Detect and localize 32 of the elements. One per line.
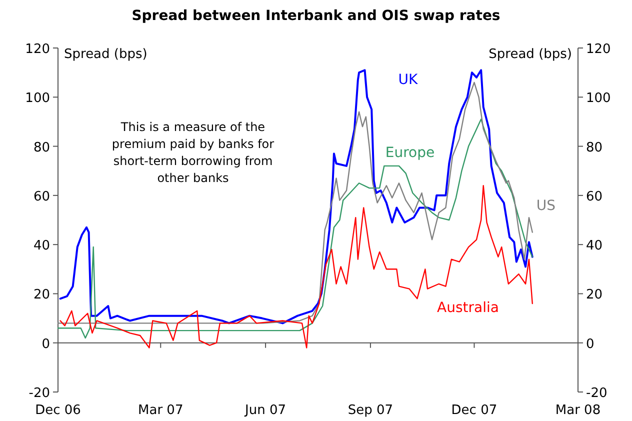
chart-title: Spread between Interbank and OIS swap rates xyxy=(132,8,500,24)
text: UK xyxy=(398,72,419,88)
x-tick-label: Dec 07 xyxy=(451,403,498,418)
line-series xyxy=(57,118,533,339)
y-axis-title: Spread (bps) xyxy=(64,47,148,62)
x-tick-label: Dec 06 xyxy=(35,403,81,418)
x-tick-label: Jun 07 xyxy=(244,403,286,418)
line-series xyxy=(60,185,533,348)
y2-tick-label: 80 xyxy=(586,140,603,156)
y2-tick-label: 20 xyxy=(586,288,603,303)
y-tick-label: 80 xyxy=(33,140,50,156)
y2-tick-label: 100 xyxy=(586,91,611,106)
x-tick-label: Sep 07 xyxy=(348,403,394,418)
series-label: Europe xyxy=(385,145,435,161)
y-tick-label: 40 xyxy=(33,238,50,254)
y2-tick-label: 120 xyxy=(586,42,611,57)
y-tick-label: 60 xyxy=(33,189,50,204)
x-tick-label: Mar 07 xyxy=(138,403,184,418)
series-label: Australia xyxy=(437,300,499,316)
y2-tick-label: 60 xyxy=(586,189,603,204)
annotation: This is a measure of the premium paid by banks for short-term borrowing from other banks xyxy=(112,120,274,185)
y2-tick-label: -20 xyxy=(586,386,608,401)
y-tick-label: 100 xyxy=(25,91,50,106)
x-tick-label: Mar 08 xyxy=(555,403,601,418)
y2-tick-label: 40 xyxy=(586,238,603,254)
series-label: US xyxy=(536,198,556,214)
y2-axis-title: Spread (bps) xyxy=(488,47,572,62)
y-tick-label: 20 xyxy=(33,288,50,303)
y-tick-label: -20 xyxy=(28,386,50,401)
y2-tick-label: 0 xyxy=(586,336,594,352)
y-tick-label: 0 xyxy=(42,336,50,352)
y-tick-label: 120 xyxy=(25,42,50,57)
